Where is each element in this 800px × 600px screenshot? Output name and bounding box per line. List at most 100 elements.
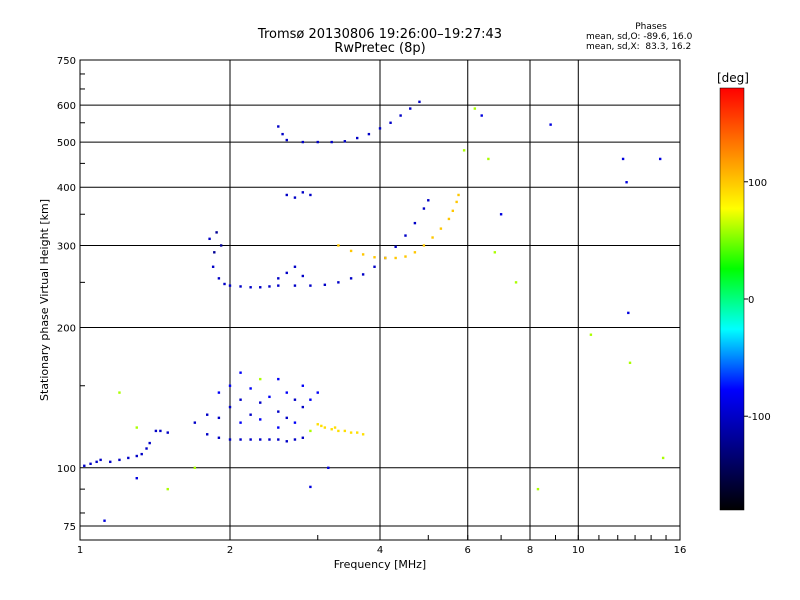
data-point [309,485,312,489]
data-point [249,286,252,289]
data-point [285,138,288,142]
x-axis-label: Frequency [MHz] [334,558,426,571]
data-point [89,462,92,466]
data-point [268,285,271,288]
data-point [487,157,490,161]
data-point [293,398,297,401]
data-point [259,401,262,404]
data-point [409,107,412,110]
data-point [316,391,319,394]
data-point [343,140,347,143]
colorbar-tick-label: 100 [748,178,767,189]
data-point [211,265,215,268]
data-point [145,447,148,450]
x-tick-label: 4 [377,545,383,556]
data-point [205,433,209,436]
data-point [135,454,138,458]
data-point [394,256,397,260]
data-point [127,456,130,460]
colorbar-tick-label: -100 [748,412,771,423]
data-point [473,107,477,110]
data-point [301,384,305,387]
data-point [418,100,421,104]
data-point [337,281,340,284]
data-point [627,311,630,315]
data-point [277,426,280,429]
data-point [349,249,353,253]
data-point [268,438,271,441]
data-point [320,424,323,428]
y-tick-label: 400 [57,183,76,194]
colorbar-gradient [719,87,745,511]
data-point [333,426,337,429]
data-point [628,361,632,365]
data-point [83,464,86,467]
data-point [427,199,430,202]
data-point [217,436,221,439]
stats-header: Phases [635,22,667,32]
data-point [268,395,271,399]
colorbar-label: [deg] [717,71,749,85]
data-point [330,140,333,144]
data-point [281,132,284,136]
data-point [103,519,106,522]
data-point [228,405,232,409]
data-point [493,251,497,254]
data-point [301,191,305,194]
y-tick-label: 750 [57,56,76,67]
data-point [228,284,232,287]
data-point [259,438,262,441]
data-point [249,413,252,416]
data-point [413,221,417,225]
data-point [259,286,262,289]
data-point [361,433,365,436]
data-point [205,413,209,416]
data-point [239,438,242,441]
data-point [480,114,483,117]
data-point [293,196,297,199]
x-tick-label: 1 [77,545,83,556]
data-point [661,456,665,460]
data-point [277,438,280,441]
data-point [589,333,593,336]
data-point [394,245,397,249]
data-point [223,282,226,286]
data-point [316,423,319,426]
axes: 1 2 4 6 8 10 16 75 100 200 300 400 500 600 750 [57,56,686,556]
data-point [349,431,353,434]
y-tick-label: 200 [57,324,76,335]
data-point [135,426,138,429]
data-point [301,140,305,144]
y-tick-label: 100 [57,464,76,475]
y-tick-label: 500 [57,138,76,149]
data-point [514,281,518,284]
data-point [413,251,417,254]
data-point [239,421,242,424]
data-point [193,421,197,424]
x-tick-label: 6 [465,545,471,556]
data-point [309,193,312,197]
data-point [277,377,280,381]
data-point [404,234,407,237]
data-point [166,431,169,434]
data-point [215,231,218,234]
data-point [301,405,305,409]
data-point [239,285,242,288]
data-point [154,429,158,433]
data-point [259,377,262,381]
data-point [285,440,288,443]
data-point [293,438,297,441]
data-point [337,429,340,433]
stats-o-mode: mean, sd,O: -89.6, 16.0 [586,32,693,42]
data-point [285,416,288,420]
data-point [457,193,460,197]
data-point [135,476,138,480]
data-point [285,271,288,275]
data-point [109,460,112,464]
y-tick-label: 600 [57,101,76,112]
data-point [439,227,443,230]
data-point [217,277,221,280]
data-point [285,193,288,197]
data-point [337,244,340,247]
data-point [658,157,662,161]
